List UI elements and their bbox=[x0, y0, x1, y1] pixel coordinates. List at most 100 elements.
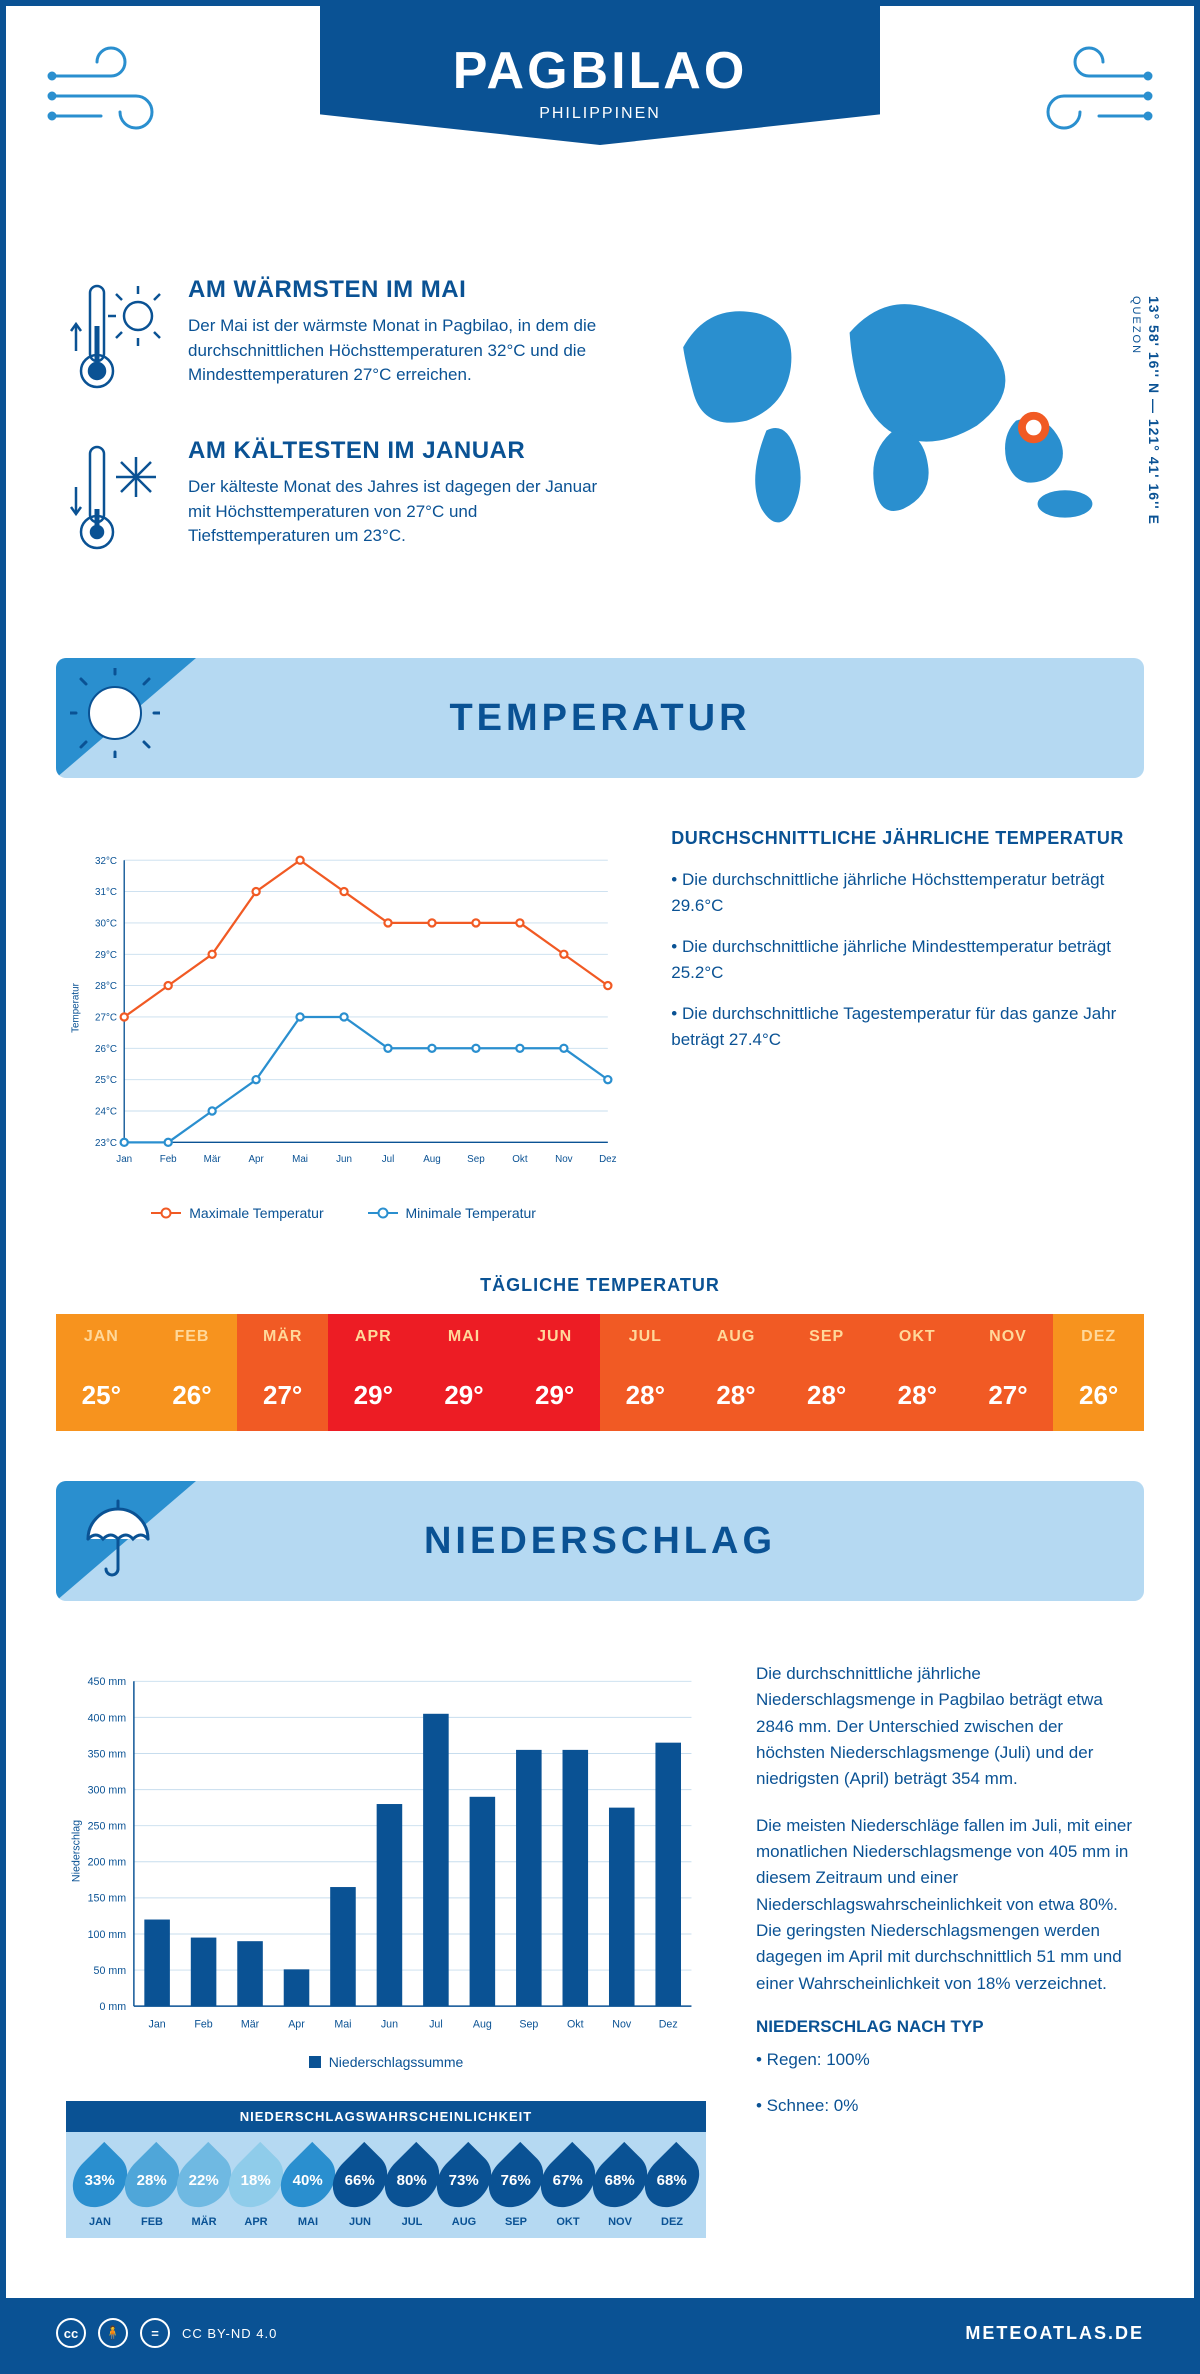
svg-text:Feb: Feb bbox=[194, 2018, 212, 2030]
precip-p2: Die meisten Niederschläge fallen im Juli… bbox=[756, 1813, 1134, 1997]
daily-month-head: SEP bbox=[781, 1314, 872, 1360]
daily-temp-value: 29° bbox=[419, 1360, 510, 1431]
page-footer: cc 🧍 = CC BY-ND 4.0 METEOATLAS.DE bbox=[6, 2298, 1194, 2368]
precip-type-b1: • Regen: 100% bbox=[756, 2047, 1134, 2073]
precip-probability-drop: 68%NOV bbox=[596, 2150, 644, 2228]
svg-text:Apr: Apr bbox=[248, 1154, 264, 1165]
by-icon: 🧍 bbox=[98, 2318, 128, 2348]
svg-text:400 mm: 400 mm bbox=[88, 1712, 127, 1724]
temperature-heading: TEMPERATUR bbox=[449, 697, 750, 740]
intro-section: AM WÄRMSTEN IM MAI Der Mai ist der wärms… bbox=[6, 256, 1194, 638]
warmest-title: AM WÄRMSTEN IM MAI bbox=[188, 276, 604, 304]
precip-legend: Niederschlagssumme bbox=[66, 2054, 706, 2071]
page-header: PAGBILAO PHILIPPINEN bbox=[6, 6, 1194, 256]
wind-icon bbox=[46, 46, 176, 151]
daily-temp-value: 25° bbox=[56, 1360, 147, 1431]
svg-text:Apr: Apr bbox=[288, 2018, 305, 2030]
temperature-line-chart: Temperatur23°C24°C25°C26°C27°C28°C29°C30… bbox=[66, 828, 621, 1221]
precip-probability-drop: 22%MÄR bbox=[180, 2150, 228, 2228]
daily-temp-value: 28° bbox=[872, 1360, 963, 1431]
daily-temp-value: 29° bbox=[328, 1360, 419, 1431]
precip-legend-label: Niederschlagssumme bbox=[329, 2054, 464, 2070]
precip-probability-drop: 76%SEP bbox=[492, 2150, 540, 2228]
svg-text:Jun: Jun bbox=[381, 2018, 398, 2030]
daily-temperature-table: JANFEBMÄRAPRMAIJUNJULAUGSEPOKTNOVDEZ25°2… bbox=[56, 1314, 1144, 1431]
daily-temp-value: 28° bbox=[691, 1360, 782, 1431]
svg-text:200 mm: 200 mm bbox=[88, 1857, 127, 1869]
legend-min: Minimale Temperatur bbox=[406, 1205, 536, 1221]
precip-probability-drop: 80%JUL bbox=[388, 2150, 436, 2228]
svg-text:24°C: 24°C bbox=[95, 1107, 117, 1118]
prob-title: NIEDERSCHLAGSWAHRSCHEINLICHKEIT bbox=[66, 2101, 706, 2132]
region-label: QUEZON bbox=[1130, 296, 1142, 355]
daily-month-head: JUL bbox=[600, 1314, 691, 1360]
svg-text:32°C: 32°C bbox=[95, 856, 117, 867]
daily-month-head: DEZ bbox=[1053, 1314, 1144, 1360]
svg-text:Feb: Feb bbox=[160, 1154, 177, 1165]
daily-temp-value: 26° bbox=[147, 1360, 238, 1431]
svg-text:27°C: 27°C bbox=[95, 1013, 117, 1024]
precip-probability-drop: 28%FEB bbox=[128, 2150, 176, 2228]
title-banner: PAGBILAO PHILIPPINEN bbox=[320, 6, 880, 145]
cc-icon: cc bbox=[56, 2318, 86, 2348]
daily-month-head: FEB bbox=[147, 1314, 238, 1360]
city-title: PAGBILAO bbox=[420, 41, 780, 101]
temperature-section-banner: TEMPERATUR bbox=[56, 658, 1144, 778]
svg-text:30°C: 30°C bbox=[95, 919, 117, 930]
svg-text:23°C: 23°C bbox=[95, 1138, 117, 1149]
warmest-text: Der Mai ist der wärmste Monat in Pagbila… bbox=[188, 314, 604, 388]
daily-temp-value: 26° bbox=[1053, 1360, 1144, 1431]
brand-label: METEOATLAS.DE bbox=[965, 2323, 1144, 2344]
temp-bullet-3: • Die durchschnittliche Tagestemperatur … bbox=[671, 1001, 1134, 1052]
precip-type-heading: NIEDERSCHLAG NACH TYP bbox=[756, 2017, 1134, 2037]
warmest-block: AM WÄRMSTEN IM MAI Der Mai ist der wärms… bbox=[66, 276, 604, 401]
svg-text:Nov: Nov bbox=[555, 1154, 573, 1165]
svg-text:0 mm: 0 mm bbox=[99, 2001, 126, 2013]
svg-text:Mär: Mär bbox=[204, 1154, 222, 1165]
temp-bullet-1: • Die durchschnittliche jährliche Höchst… bbox=[671, 867, 1134, 918]
daily-temp-value: 29° bbox=[509, 1360, 600, 1431]
daily-temp-title: TÄGLICHE TEMPERATUR bbox=[6, 1275, 1194, 1296]
sun-icon bbox=[70, 668, 160, 763]
daily-month-head: AUG bbox=[691, 1314, 782, 1360]
world-map-block: QUEZON 13° 58' 16'' N — 121° 41' 16'' E bbox=[644, 276, 1134, 598]
svg-text:Temperatur: Temperatur bbox=[71, 982, 82, 1033]
svg-text:Jun: Jun bbox=[336, 1154, 352, 1165]
svg-text:Okt: Okt bbox=[567, 2018, 584, 2030]
daily-month-head: JAN bbox=[56, 1314, 147, 1360]
svg-text:250 mm: 250 mm bbox=[88, 1821, 127, 1833]
world-map-icon bbox=[644, 276, 1134, 536]
precip-probability-drop: 66%JUN bbox=[336, 2150, 384, 2228]
svg-text:50 mm: 50 mm bbox=[94, 1965, 127, 1977]
precip-probability-drop: 67%OKT bbox=[544, 2150, 592, 2228]
svg-text:Mär: Mär bbox=[241, 2018, 260, 2030]
svg-text:Dez: Dez bbox=[599, 1154, 617, 1165]
svg-text:450 mm: 450 mm bbox=[88, 1676, 127, 1688]
svg-text:350 mm: 350 mm bbox=[88, 1748, 127, 1760]
svg-text:28°C: 28°C bbox=[95, 981, 117, 992]
legend-max: Maximale Temperatur bbox=[189, 1205, 323, 1221]
license-label: CC BY-ND 4.0 bbox=[182, 2326, 277, 2341]
precip-probability-drop: 40%MAI bbox=[284, 2150, 332, 2228]
precip-probability-box: NIEDERSCHLAGSWAHRSCHEINLICHKEIT 33%JAN28… bbox=[66, 2101, 706, 2238]
precip-heading: NIEDERSCHLAG bbox=[424, 1520, 776, 1563]
coldest-title: AM KÄLTESTEN IM JANUAR bbox=[188, 437, 604, 465]
svg-text:Sep: Sep bbox=[467, 1154, 485, 1165]
svg-text:Mai: Mai bbox=[292, 1154, 308, 1165]
precip-type-b2: • Schnee: 0% bbox=[756, 2093, 1134, 2119]
daily-month-head: MÄR bbox=[237, 1314, 328, 1360]
precip-probability-drop: 73%AUG bbox=[440, 2150, 488, 2228]
precip-p1: Die durchschnittliche jährliche Niedersc… bbox=[756, 1661, 1134, 1793]
svg-text:29°C: 29°C bbox=[95, 950, 117, 961]
nd-icon: = bbox=[140, 2318, 170, 2348]
svg-text:Niederschlag: Niederschlag bbox=[71, 1820, 83, 1882]
svg-text:Jul: Jul bbox=[382, 1154, 395, 1165]
thermometer-sun-icon bbox=[66, 276, 166, 401]
svg-text:Jan: Jan bbox=[149, 2018, 166, 2030]
svg-text:100 mm: 100 mm bbox=[88, 1929, 127, 1941]
daily-month-head: APR bbox=[328, 1314, 419, 1360]
svg-text:Okt: Okt bbox=[512, 1154, 528, 1165]
svg-text:25°C: 25°C bbox=[95, 1075, 117, 1086]
svg-text:Jan: Jan bbox=[116, 1154, 132, 1165]
precip-summary: Die durchschnittliche jährliche Niedersc… bbox=[756, 1661, 1134, 2238]
